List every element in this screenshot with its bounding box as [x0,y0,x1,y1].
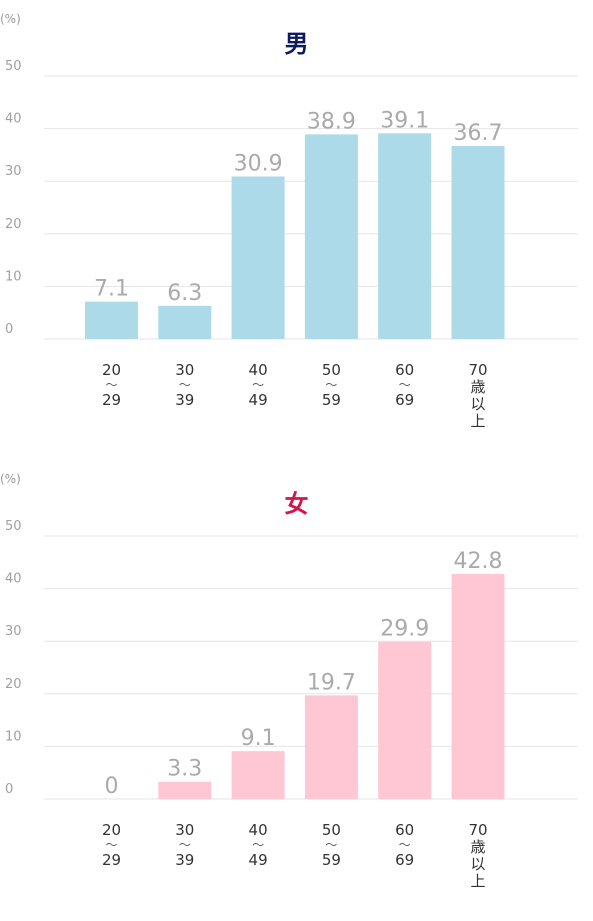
y-axis-unit-label: (%) [0,472,21,486]
x-tick-label: 50 ～ 59 [301,362,361,409]
value-label: 0 [105,774,119,799]
x-tick-label: 70 歳以上 [448,362,508,430]
x-tick-label-part: 60 [395,821,415,839]
x-tick-label-part: ～ [252,838,265,852]
y-tick-label: 30 [5,164,22,179]
x-tick-label-part: 50 [321,361,341,379]
y-tick-label: 40 [5,112,22,127]
value-label: 6.3 [167,281,202,306]
x-tick-label-part: ～ [178,378,191,392]
value-label: 7.1 [94,277,129,302]
bar [304,695,358,799]
x-tick-label-part: 30 [175,821,195,839]
x-tick-label-part: 59 [321,851,341,869]
male-bar-chart: 0 10 20 30 40 50 7.1 6.3 30.9 38.9 39.1 36.7 [5,59,578,340]
x-tick-label: 60 ～ 69 [375,362,435,409]
bar [158,305,212,339]
x-tick-label-part: 歳 [470,838,486,856]
x-tick-label-part: 49 [248,851,268,869]
x-tick-label-part: 30 [175,361,195,379]
value-label: 9.1 [241,726,276,751]
x-tick-label-part: 49 [248,391,268,409]
value-label: 3.3 [167,757,202,782]
value-label: 36.7 [454,121,503,146]
y-tick-label: 30 [5,624,22,639]
bar [158,781,212,799]
x-tick-label-part: ～ [252,378,265,392]
x-tick-label-part: ～ [398,838,411,852]
bar [451,573,505,799]
y-tick-label: 0 [5,322,13,337]
x-tick-label-part: 70 [468,361,488,379]
x-tick-label-part: 60 [395,361,415,379]
x-tick-label-part: ～ [178,838,191,852]
x-tick-label-part: 20 [101,361,122,379]
x-tick-label-part: 以 [470,395,486,413]
x-tick-label: 40 ～ 49 [228,362,288,409]
x-tick-label-part: 70 [468,821,488,839]
male-chart-title: 男 [284,30,309,58]
x-tick-label-part: ～ [105,378,118,392]
y-tick-label: 50 [5,519,22,534]
y-tick-label: 10 [5,729,22,744]
y-tick-label: 10 [5,269,22,284]
bar [231,176,285,339]
x-tick-label-part: ～ [105,838,118,852]
value-label: 19.7 [307,670,356,695]
x-tick-label: 30 ～ 39 [155,362,215,409]
x-tick-label-part: 歳 [470,378,486,396]
bar [378,641,432,799]
bar [451,145,505,339]
y-tick-label: 20 [5,677,22,692]
x-tick-label-part: 69 [395,851,415,869]
x-tick-label: 60 ～ 69 [375,822,435,869]
x-tick-label-part: 29 [101,391,122,409]
value-label: 39.1 [380,108,429,133]
y-tick-label: 40 [5,572,22,587]
female-chart-title: 女 [284,490,309,518]
x-tick-label-part: 29 [101,851,122,869]
y-tick-label: 0 [5,782,13,797]
x-tick-label: 40 ～ 49 [228,822,288,869]
x-tick-label-part: 40 [248,821,268,839]
female-chart-panel: (%) 0 10 20 30 40 50 0 3.3 9.1 19.7 29.9 42.8 女 20 ～… [0,460,593,920]
female-bar-chart: 0 10 20 30 40 50 0 3.3 9.1 19.7 29.9 42.8 [5,519,578,800]
x-tick-label-part: 以 [470,855,486,873]
value-label: 42.8 [454,549,503,574]
x-tick-label-part: ～ [325,838,338,852]
x-tick-label-part: 39 [175,391,195,409]
value-label: 29.9 [380,617,429,642]
x-tick-label-part: 50 [321,821,341,839]
x-tick-label-part: 39 [175,851,195,869]
x-tick-label-part: ～ [325,378,338,392]
x-tick-label: 20 ～ 29 [82,362,142,409]
x-tick-label: 70 歳以上 [448,822,508,890]
x-tick-label-part: 上 [470,412,486,430]
x-tick-label-part: 59 [321,391,341,409]
bar [85,301,138,339]
value-label: 30.9 [234,151,283,176]
x-tick-label: 30 ～ 39 [155,822,215,869]
x-tick-label: 50 ～ 59 [301,822,361,869]
y-axis-unit-label: (%) [0,12,21,26]
value-label: 38.9 [307,109,356,134]
bar [231,751,285,799]
x-tick-label-part: 上 [470,872,486,890]
bar [304,134,358,339]
bar [378,133,432,339]
x-tick-label-part: ～ [398,378,411,392]
male-chart-panel: (%) 0 10 20 30 40 50 7.1 6.3 30.9 38.9 39.1 36.7 男 … [0,0,593,460]
x-tick-label-part: 20 [101,821,122,839]
x-tick-label-part: 69 [395,391,415,409]
x-tick-label-part: 40 [248,361,268,379]
y-tick-label: 20 [5,217,22,232]
x-tick-label: 20 ～ 29 [82,822,142,869]
y-tick-label: 50 [5,59,22,74]
